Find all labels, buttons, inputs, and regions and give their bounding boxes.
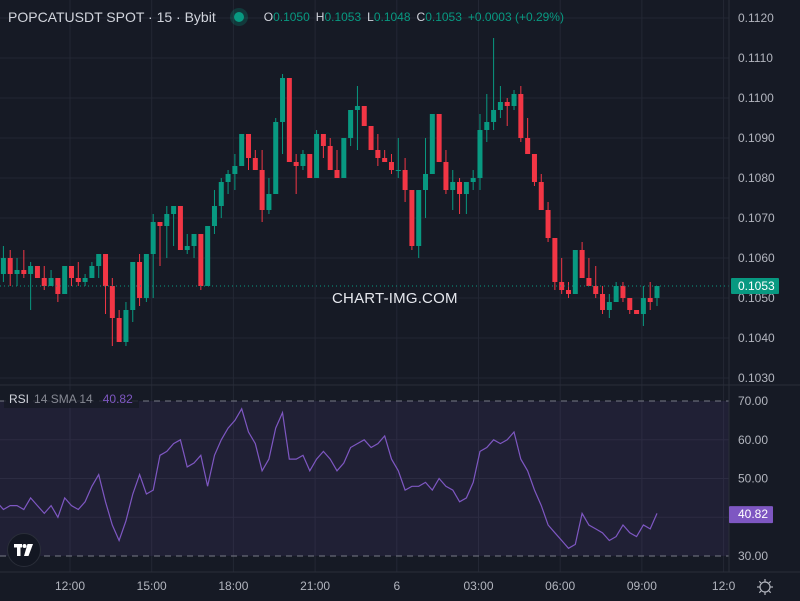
high-value: 0.1053 — [324, 10, 362, 24]
svg-text:0.1070: 0.1070 — [738, 211, 775, 225]
rsi-name: RSI — [9, 392, 30, 406]
rsi-band — [0, 401, 729, 556]
gear-icon[interactable] — [756, 578, 774, 601]
grid-lines — [0, 0, 729, 572]
svg-text:70.00: 70.00 — [738, 394, 768, 408]
svg-text:0.1100: 0.1100 — [738, 91, 774, 105]
rsi-value: 40.82 — [102, 392, 133, 406]
svg-text:0.1110: 0.1110 — [738, 51, 773, 65]
tradingview-logo-icon[interactable] — [7, 533, 41, 567]
svg-text:60.00: 60.00 — [738, 433, 768, 447]
svg-text:30.00: 30.00 — [738, 549, 768, 563]
svg-text:0.1040: 0.1040 — [738, 331, 775, 345]
watermark: CHART-IMG.COM — [332, 290, 458, 307]
svg-text:0.1053: 0.1053 — [738, 279, 775, 293]
candlestick-series — [0, 38, 660, 346]
svg-text:09:00: 09:00 — [627, 579, 657, 593]
svg-text:6: 6 — [393, 579, 400, 593]
symbol-title[interactable]: POPCATUSDT SPOT · 15 · Bybit — [8, 9, 216, 25]
rsi-params: 14 SMA 14 — [34, 392, 93, 406]
svg-text:15:00: 15:00 — [137, 579, 167, 593]
low-value: 0.1048 — [373, 10, 411, 24]
market-status-dot-icon[interactable] — [233, 12, 244, 22]
svg-text:40.82: 40.82 — [738, 507, 768, 521]
symbol-legend: POPCATUSDT SPOT · 15 · Bybit O 0.1050 H 0.… — [8, 8, 564, 26]
current-price-tag: 0.1053 — [731, 278, 779, 294]
svg-text:12:00: 12:00 — [55, 579, 85, 593]
svg-text:0.1120: 0.1120 — [738, 11, 774, 25]
price-change: +0.0003 (+0.29%) — [467, 10, 564, 24]
svg-text:0.1050: 0.1050 — [738, 291, 775, 305]
svg-text:0.1090: 0.1090 — [738, 131, 775, 145]
rsi-line — [0, 407, 658, 550]
low-label: L — [367, 10, 374, 24]
open-label: O — [263, 10, 274, 24]
svg-text:12:0: 12:0 — [712, 579, 736, 593]
svg-text:06:00: 06:00 — [545, 579, 575, 593]
svg-text:0.1030: 0.1030 — [738, 371, 775, 385]
open-value: 0.1050 — [273, 10, 310, 24]
svg-text:03:00: 03:00 — [463, 579, 493, 593]
time-axis[interactable]: 12:00 15:00 18:00 21:00 6 03:00 06:00 09:00 12:0 — [55, 579, 736, 593]
svg-text:0.1080: 0.1080 — [738, 171, 775, 185]
close-value: 0.1053 — [425, 10, 462, 24]
rsi-legend[interactable]: RSI 14 SMA 14 40.82 — [4, 390, 139, 408]
price-axis[interactable]: 0.1120 0.1110 0.1100 0.1090 0.1080 0.1070 0.10… — [738, 11, 775, 385]
svg-text:0.1060: 0.1060 — [738, 251, 775, 265]
close-label: C — [416, 10, 426, 24]
current-rsi-tag: 40.82 — [729, 506, 773, 524]
svg-text:50.00: 50.00 — [738, 472, 768, 486]
svg-text:21:00: 21:00 — [300, 579, 330, 593]
high-label: H — [315, 10, 325, 24]
svg-text:18:00: 18:00 — [218, 579, 248, 593]
rsi-axis[interactable]: 70.00 60.00 50.00 30.00 — [738, 394, 768, 563]
